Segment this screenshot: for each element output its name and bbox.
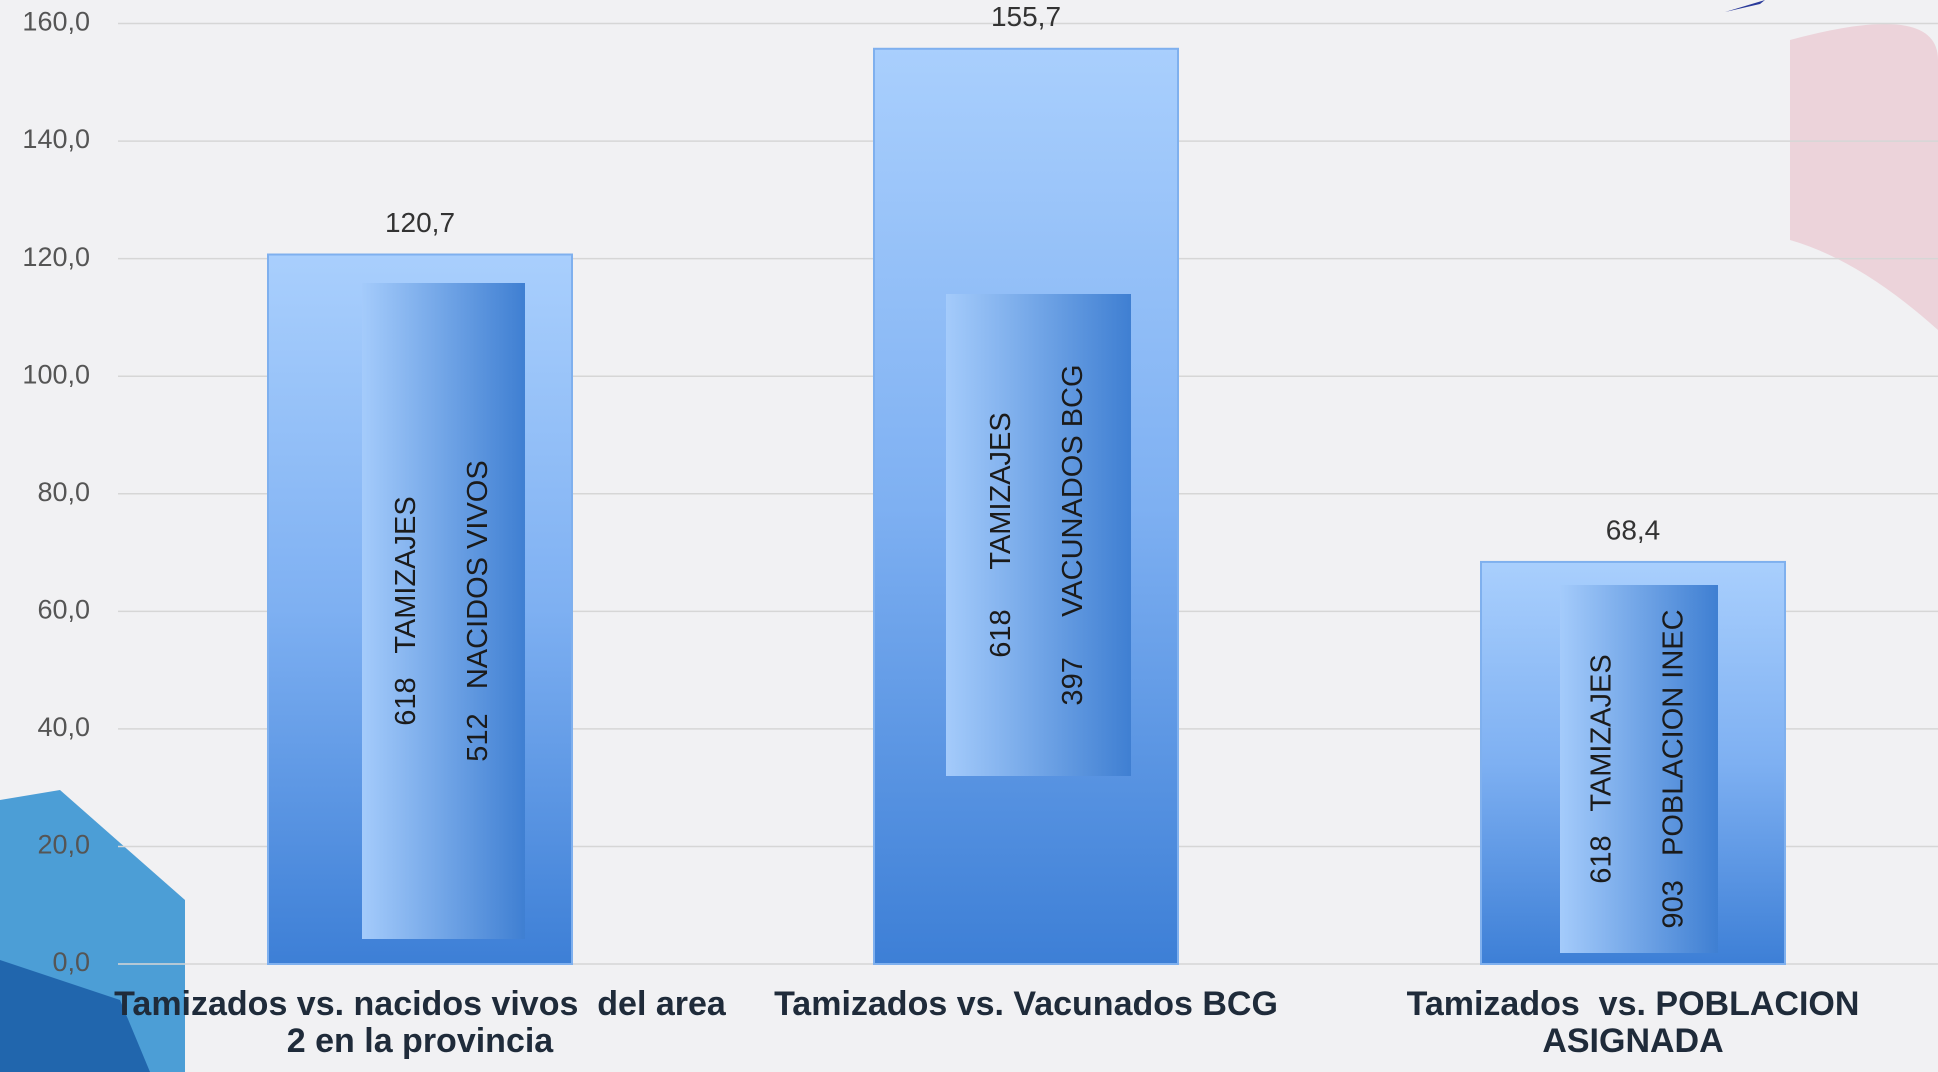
y-tick-label: 140,0 — [22, 124, 90, 154]
annotation-box — [946, 294, 1131, 776]
y-tick-label: 20,0 — [37, 830, 90, 860]
y-tick-label: 60,0 — [37, 594, 90, 624]
annotation-text: 512 NACIDOS VIVOS — [462, 460, 494, 761]
value-label: 120,7 — [385, 207, 455, 238]
y-tick-label: 80,0 — [37, 477, 90, 507]
annotation-box — [1560, 585, 1718, 953]
chart: 0,020,040,060,080,0100,0120,0140,0160,0 … — [0, 0, 1938, 1072]
annotation-text: 618 TAMIZAJES — [390, 496, 422, 725]
y-tick-label: 100,0 — [22, 359, 90, 389]
value-label: 68,4 — [1606, 514, 1661, 545]
y-tick-label: 120,0 — [22, 242, 90, 272]
value-label: 155,7 — [991, 1, 1061, 32]
x-tick-label: Tamizados vs. Vacunados BCG — [716, 986, 1336, 1023]
page: 0,020,040,060,080,0100,0120,0140,0160,0 … — [0, 0, 1938, 1072]
y-tick-label: 40,0 — [37, 712, 90, 742]
y-tick-label: 0,0 — [52, 947, 90, 977]
annotation-text: 618 TAMIZAJES — [1586, 654, 1618, 883]
annotation-box — [362, 283, 525, 939]
annotation-text: 618 TAMIZAJES — [985, 412, 1017, 658]
x-tick-label: Tamizados vs. POBLACION ASIGNADA — [1323, 986, 1938, 1059]
annotation-text: 903 POBLACION INEC — [1658, 609, 1690, 928]
bars: 120,7 618 TAMIZAJES 512 NACIDOS VIVOS 155,7… — [268, 1, 1785, 964]
y-tick-label: 160,0 — [22, 7, 90, 37]
annotation-text: 397 VACUNADOS BCG — [1057, 364, 1089, 705]
x-tick-label: Tamizados vs. nacidos vivos del area 2 e… — [110, 986, 730, 1059]
